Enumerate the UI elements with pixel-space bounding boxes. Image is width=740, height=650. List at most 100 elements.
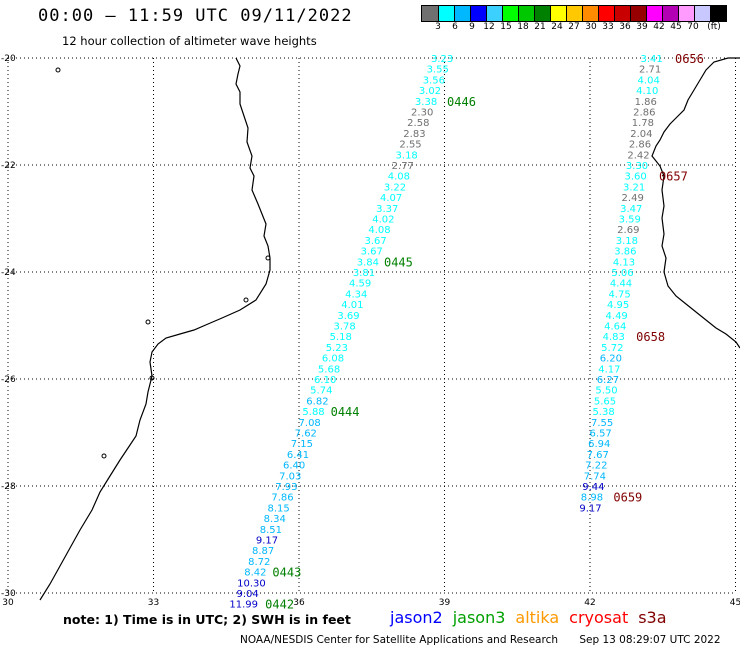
wave-height-value: 4.08: [388, 172, 410, 183]
wave-height-value: 4.59: [349, 279, 371, 290]
scale-swatch: [694, 6, 710, 21]
scale-label: 21: [534, 22, 546, 32]
wave-height-value: 5.23: [326, 343, 348, 354]
pass-time-label: 0657: [659, 170, 688, 184]
scale-label: 18: [517, 22, 529, 32]
wave-height-value: 3.78: [333, 322, 355, 333]
lon-tick-label: 42: [584, 598, 595, 608]
scale-swatch: [598, 6, 614, 21]
scale-swatch: [518, 6, 534, 21]
wave-height-value: 6.20: [600, 354, 622, 365]
wave-height-value: 6.94: [588, 439, 610, 450]
island-outline: [265, 255, 271, 261]
wave-height-value: 4.95: [607, 300, 629, 311]
wave-height-value: 7.15: [291, 439, 313, 450]
scale-label: 15: [500, 22, 512, 32]
scale-swatch: [550, 6, 566, 21]
scale-label: 30: [585, 22, 597, 32]
wave-height-value: 8.51: [260, 525, 282, 536]
wave-height-value: 6.57: [590, 429, 612, 440]
wave-height-value: 4.75: [608, 289, 630, 300]
satellite-altika: altika: [515, 608, 560, 627]
pass-time-label: 0445: [384, 255, 413, 269]
wave-height-value: 5.18: [330, 332, 352, 343]
wave-height-value: 7.08: [299, 418, 321, 429]
pass-time-label: 0444: [331, 405, 360, 419]
island-outline: [101, 453, 107, 459]
wave-height-value: 11.99: [229, 600, 258, 611]
pass-time-label: 0659: [613, 491, 642, 505]
wave-height-value: 5.72: [601, 343, 623, 354]
satellite-cryosat: cryosat: [569, 608, 629, 627]
scale-label: 39: [636, 22, 648, 32]
wave-height-value: 3.81: [353, 268, 375, 279]
wave-height-value: 2.83: [403, 129, 425, 140]
scale-swatch: [710, 6, 726, 21]
wave-height-value: 4.44: [610, 279, 632, 290]
wave-height-value: 3.67: [361, 247, 383, 258]
wave-height-value: 3.18: [616, 236, 638, 247]
scale-swatch: [470, 6, 486, 21]
lat-lon-grid: [7, 57, 736, 594]
scale-label: 45: [670, 22, 682, 32]
wave-height-value: 6.41: [287, 450, 309, 461]
credit-text: NOAA/NESDIS Center for Satellite Applica…: [240, 634, 558, 646]
wave-height-value: 4.83: [603, 332, 625, 343]
scale-label: 36: [619, 22, 631, 32]
wave-height-value: 7.74: [584, 471, 606, 482]
scale-swatch: [614, 6, 630, 21]
map-subtitle: 12 hour collection of altimeter wave hei…: [62, 34, 317, 48]
scale-swatch: [662, 6, 678, 21]
wave-height-value: 3.23: [431, 54, 453, 65]
wave-height-value: 1.78: [632, 118, 654, 129]
pass-time-label: 0442: [265, 598, 294, 612]
wave-height-value: 2.42: [627, 150, 649, 161]
wave-height-value: 4.02: [372, 215, 394, 226]
color-scale-bar: [421, 5, 727, 22]
wave-height-value: 3.84: [357, 257, 379, 268]
scale-swatch: [630, 6, 646, 21]
scale-swatch: [678, 6, 694, 21]
wave-height-value: 6.40: [283, 461, 305, 472]
pass-time-label: 0658: [636, 330, 665, 344]
wave-height-value: 1.86: [635, 97, 657, 108]
wave-height-value: 4.04: [638, 75, 660, 86]
pass-time-labels: 0446 0445 0444 0443 0442 0656 0657 0658 0659: [265, 52, 704, 612]
wave-height-value: 9.44: [582, 482, 604, 493]
map-title: 00:00 – 11:59 UTC 09/11/2022: [38, 6, 353, 26]
wave-height-value: 3.18: [396, 150, 418, 161]
wave-height-value: 5.50: [595, 386, 617, 397]
wave-height-value: 2.58: [407, 118, 429, 129]
wave-height-value: 7.03: [279, 471, 301, 482]
island-outline: [55, 67, 61, 73]
scale-swatch: [534, 6, 550, 21]
satellite-legend: jason2 jason3 altika cryosat s3a: [390, 608, 677, 627]
wave-height-value: 6.08: [322, 354, 344, 365]
wave-height-value: 3.47: [620, 204, 642, 215]
scale-swatch: [486, 6, 502, 21]
wave-height-value: 4.49: [606, 311, 628, 322]
wave-height-value: 8.98: [581, 493, 603, 504]
scale-label: 9: [469, 22, 475, 32]
wave-height-value: 7.55: [591, 418, 613, 429]
wave-height-value: 3.02: [419, 86, 441, 97]
wave-height-value: 3.56: [423, 75, 445, 86]
wave-height-value: 7.22: [585, 461, 607, 472]
wave-height-value: 3.21: [623, 182, 645, 193]
axis-labels: 30 33 36 39 42 45 -20 -22 -24 -26 -28 -30: [1, 54, 740, 608]
lat-tick-label: -30: [1, 589, 16, 599]
wave-height-value: 2.69: [617, 225, 639, 236]
generated-timestamp: Sep 13 08:29:07 UTC 2022: [579, 634, 721, 646]
satellite-jason3: jason3: [452, 608, 506, 627]
wave-height-value: 4.34: [345, 289, 367, 300]
wave-height-value: 2.77: [392, 161, 414, 172]
lat-tick-label: -20: [1, 54, 16, 64]
lon-tick-label: 30: [2, 598, 14, 608]
wave-height-value: 6.27: [597, 375, 619, 386]
wave-height-labels: 3.233.553.563.023.382.302.582.832.553.18…: [229, 54, 662, 611]
lat-tick-label: -24: [1, 268, 16, 278]
scale-label: 33: [602, 22, 614, 32]
wave-height-value: 8.72: [248, 557, 270, 568]
scale-swatch: [438, 6, 454, 21]
wave-height-value: 5.68: [318, 364, 340, 375]
